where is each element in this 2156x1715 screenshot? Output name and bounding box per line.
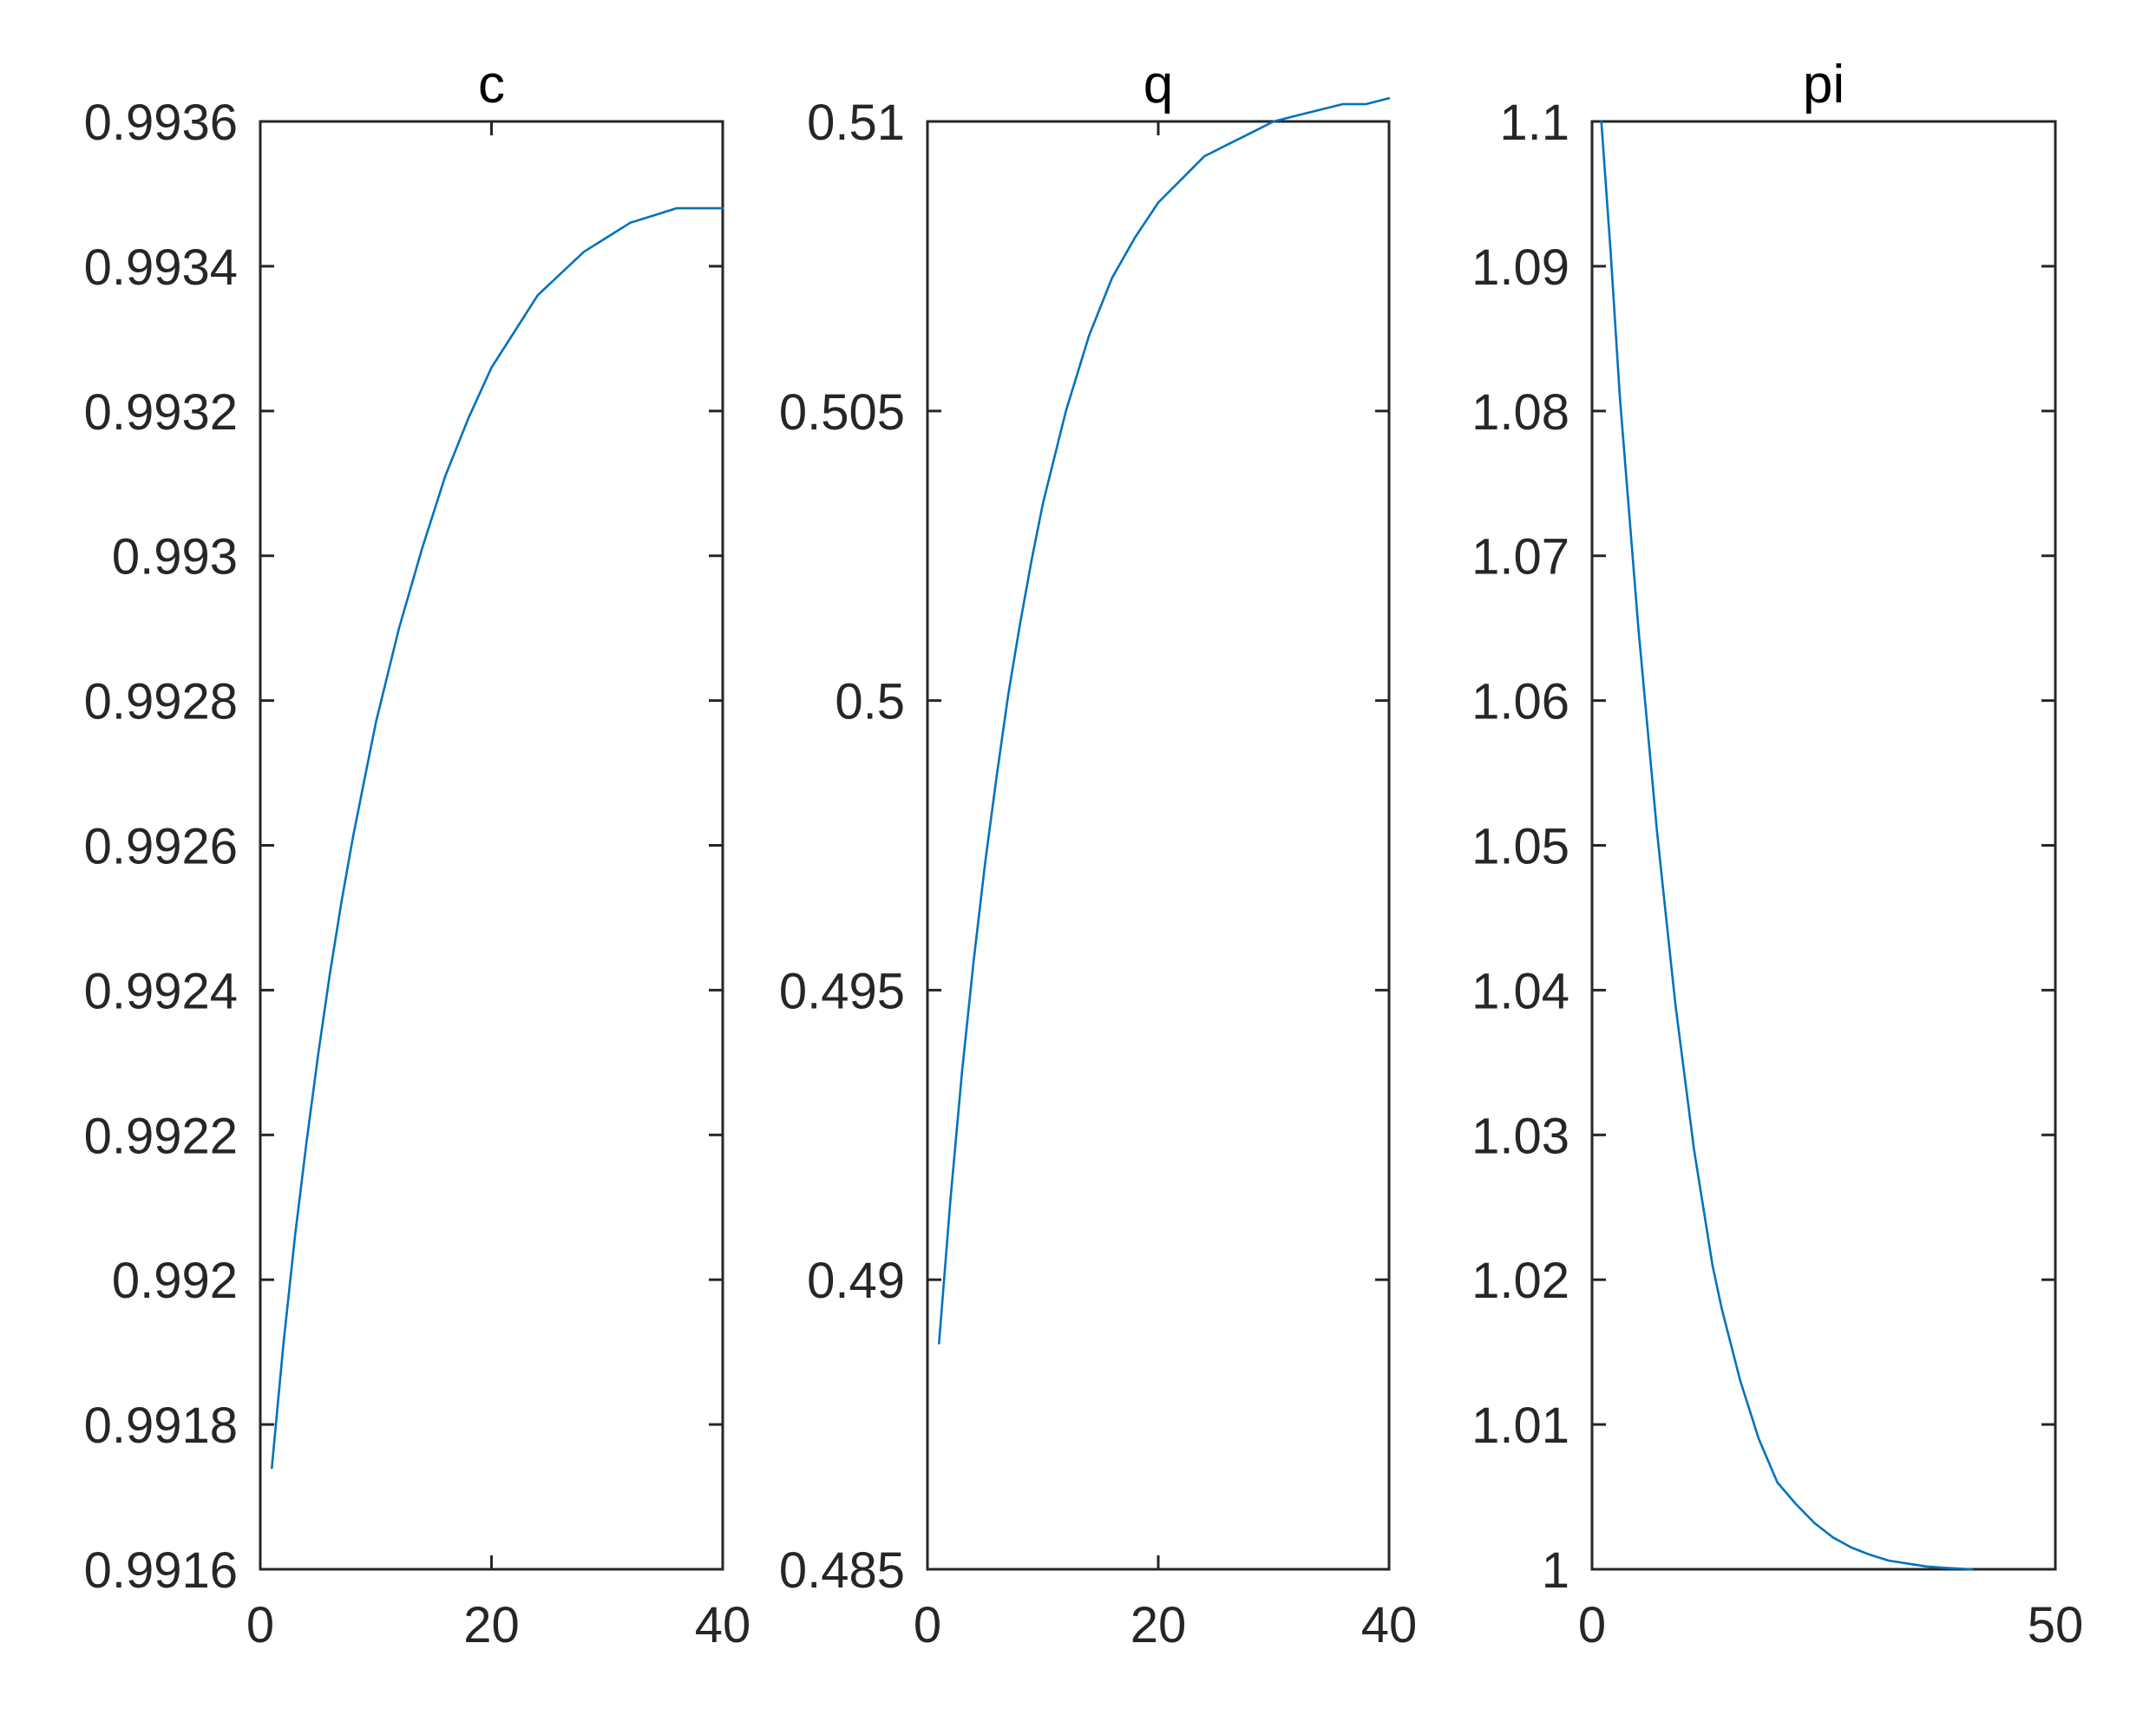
y-tick-label: 0.9932 [84, 384, 238, 441]
x-tick-label: 0 [914, 1597, 941, 1653]
y-tick-label: 0.49 [807, 1253, 905, 1309]
panel-title: pi [1803, 55, 1845, 115]
axes-box [926, 120, 1391, 1571]
y-tick-label: 1.05 [1471, 819, 1569, 875]
y-tick-label: 0.9934 [84, 239, 238, 296]
x-tick-label: 20 [1130, 1597, 1187, 1653]
series-line-pi [1600, 120, 1974, 1571]
y-tick-label: 1.04 [1471, 963, 1569, 1019]
y-tick-label: 0.9936 [84, 95, 238, 151]
panel-pi: pi 1 1.01 1.02 1.03 1.04 1.05 1.06 1.07 1.08 1.09 1… [1471, 55, 2083, 1653]
series-line-q [938, 97, 1391, 1345]
y-tick-label: 1.03 [1471, 1108, 1569, 1164]
y-tick-label: 0.9926 [84, 819, 238, 875]
series-line-c [270, 206, 724, 1470]
y-tick-label: 1.07 [1471, 529, 1569, 586]
y-tick-label: 0.5 [835, 674, 905, 730]
y-tick-label: 0.495 [779, 963, 905, 1019]
y-tick-label: 1.02 [1471, 1253, 1569, 1309]
y-tick-label: 0.9916 [84, 1542, 238, 1599]
y-tick-label: 0.993 [112, 529, 238, 586]
y-tick-label: 0.51 [807, 95, 905, 151]
x-tick-label: 50 [2028, 1597, 2084, 1653]
y-tick-label: 0.9918 [84, 1398, 238, 1454]
x-tick-label: 0 [246, 1597, 274, 1653]
x-tick-label: 20 [463, 1597, 520, 1653]
y-tick-label: 1.09 [1471, 239, 1569, 296]
y-tick-label: 1.06 [1471, 674, 1569, 730]
y-tick-label: 1.1 [1499, 95, 1569, 151]
panel-c: c 0.9916 0.9918 0.992 0.9922 0.9924 0.9926 0.99… [84, 55, 751, 1653]
axes-box [259, 120, 724, 1571]
y-tick-label: 0.992 [112, 1253, 238, 1309]
y-tick-label: 1 [1542, 1542, 1569, 1599]
y-tick-label: 0.505 [779, 384, 905, 441]
y-tick-label: 1.08 [1471, 384, 1569, 441]
y-tick-label: 0.9928 [84, 674, 238, 730]
panel-title: c [478, 55, 505, 115]
x-tick-label: 40 [1361, 1597, 1418, 1653]
y-tick-label: 1.01 [1471, 1398, 1569, 1454]
y-tick-label: 0.485 [779, 1542, 905, 1599]
panel-title: q [1144, 55, 1173, 115]
x-tick-label: 40 [695, 1597, 751, 1653]
panel-q: q 0.485 0.49 0.495 0.5 0.505 0.51 0 20 40 [779, 55, 1417, 1653]
axes-box [1590, 120, 2057, 1571]
y-tick-label: 0.9924 [84, 963, 238, 1019]
x-tick-label: 0 [1578, 1597, 1606, 1653]
y-tick-label: 0.9922 [84, 1108, 238, 1164]
